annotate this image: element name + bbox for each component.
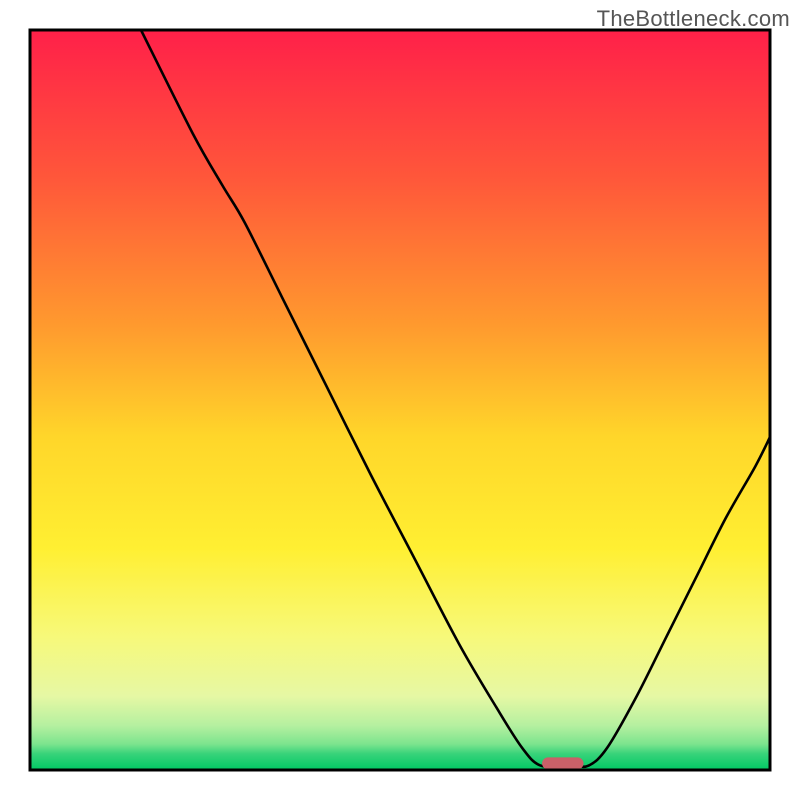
bottleneck-chart <box>0 0 800 800</box>
watermark-text: TheBottleneck.com <box>597 6 790 32</box>
optimal-marker <box>542 757 583 769</box>
plot-background-gradient <box>30 30 770 770</box>
